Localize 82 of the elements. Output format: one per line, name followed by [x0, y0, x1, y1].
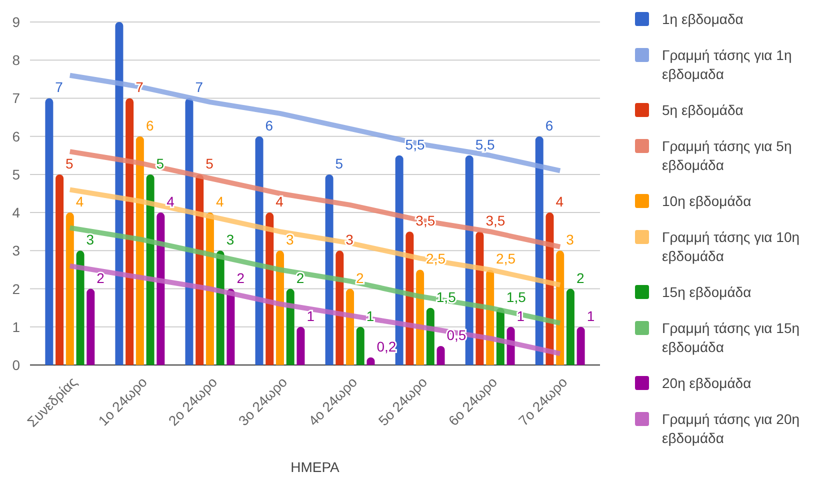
y-tick-label: 8	[12, 52, 20, 68]
y-tick-label: 2	[12, 280, 20, 297]
bar	[556, 250, 564, 365]
data-label: 7	[195, 79, 204, 96]
data-label: 6	[265, 117, 274, 134]
data-label: 2,5	[496, 250, 516, 267]
bar	[465, 155, 474, 365]
data-label: 1,5	[506, 288, 526, 305]
data-label: 7	[55, 79, 64, 96]
bar	[56, 174, 64, 365]
bar	[336, 250, 344, 365]
bar	[296, 326, 305, 365]
bar	[126, 98, 134, 365]
bar	[566, 288, 574, 365]
bar	[426, 308, 434, 365]
data-label: 6	[545, 117, 554, 134]
y-tick-label: 0	[12, 357, 20, 373]
data-label: 6	[146, 117, 154, 134]
y-tick-label: 7	[12, 90, 20, 106]
x-axis-title: ΗΜΕΡΑ	[290, 459, 340, 475]
data-label: 5,5	[475, 136, 496, 152]
y-tick-label: 3	[12, 242, 20, 259]
y-tick-label: 5	[12, 166, 20, 182]
data-label: 3	[86, 232, 94, 248]
data-label: 2	[576, 270, 584, 286]
bar	[146, 174, 154, 365]
bar	[576, 326, 585, 365]
legend-label: 10η εβδομάδα	[662, 193, 752, 209]
y-tick-label: 6	[12, 128, 20, 144]
bar	[86, 288, 95, 365]
data-label: 3	[226, 232, 234, 248]
data-label: 2	[96, 270, 105, 286]
data-label: 4	[76, 194, 84, 210]
data-label: 0,5	[446, 326, 466, 343]
bar	[185, 98, 194, 365]
bar	[76, 250, 84, 365]
y-tick-label: 4	[12, 204, 20, 221]
legend-label: Γραμμή τάσης για 5η εβδομάδα	[662, 138, 792, 173]
data-label: 1	[586, 308, 595, 324]
data-label: 3	[566, 232, 574, 248]
data-label: 5	[156, 155, 164, 172]
bar	[115, 22, 124, 365]
bar	[136, 136, 144, 365]
data-label: 3	[346, 232, 354, 248]
bar	[286, 288, 294, 365]
bar	[255, 136, 264, 365]
bar	[226, 288, 235, 365]
data-label: 0,2	[376, 338, 396, 354]
data-label: 5	[206, 155, 214, 172]
data-label: 4	[216, 194, 224, 210]
legend-label: 15η εβδομάδα	[662, 284, 752, 300]
data-label: 2	[236, 270, 245, 286]
legend-label: Γραμμή τάσης για 10η εβδομάδα	[662, 229, 800, 264]
data-label: 4	[276, 194, 284, 210]
legend-label: Γραμμή τάσης για 1η εβδομαδα	[662, 47, 792, 82]
bar	[45, 98, 54, 365]
data-label: 4	[556, 194, 564, 210]
bar	[66, 212, 74, 365]
data-label: 7	[136, 79, 144, 96]
bar	[356, 326, 364, 365]
data-label: 2	[356, 270, 364, 286]
bar	[436, 346, 445, 365]
data-label: 5	[335, 155, 344, 172]
y-tick-label: 9	[12, 14, 20, 30]
data-label: 3,5	[486, 212, 506, 229]
bar	[216, 250, 224, 365]
bar	[266, 212, 274, 365]
bar	[156, 212, 165, 365]
legend-label: Γραμμή τάσης για 15η εβδομάδα	[662, 320, 800, 355]
data-label: 4	[166, 194, 175, 210]
data-label: 1,5	[436, 288, 456, 305]
legend-label: 20η εβδομάδα	[662, 375, 752, 391]
data-label: 1	[306, 308, 315, 324]
y-tick-label: 1	[12, 318, 20, 335]
bar	[276, 250, 284, 365]
legend-label: 1η εβδομαδα	[662, 11, 744, 27]
bar	[346, 288, 354, 365]
legend-label: Γραμμή τάσης για 20η εβδομάδα	[662, 411, 800, 446]
legend-label: 5η εβδομάδα	[662, 102, 744, 118]
data-label: 5	[66, 155, 74, 172]
data-label: 2	[296, 270, 304, 286]
data-label: 3	[286, 232, 294, 248]
